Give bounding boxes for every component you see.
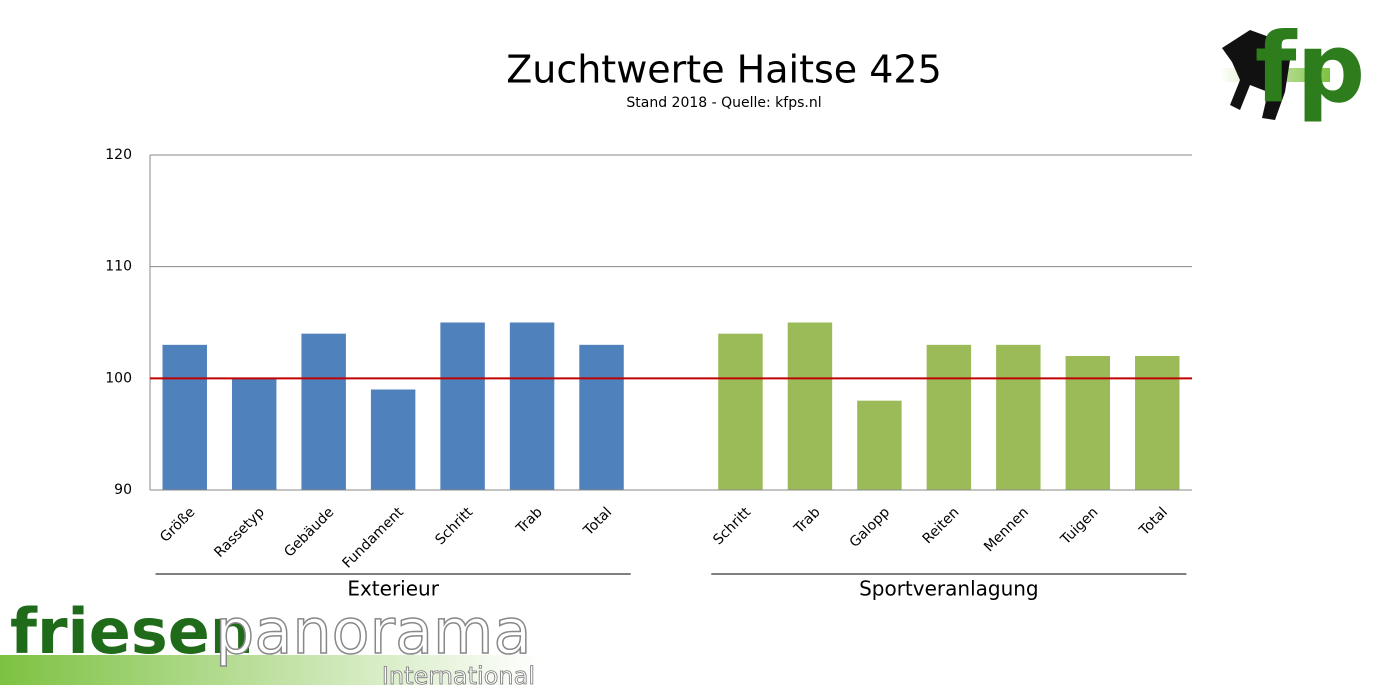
x-tick-label: Galopp	[847, 504, 894, 551]
bar	[1065, 356, 1111, 490]
logo-friesenpanorama: friesen panorama International	[0, 594, 540, 690]
bar	[162, 344, 207, 490]
y-tick-label: 110	[105, 259, 132, 275]
x-tick-label: Fundament	[340, 504, 408, 572]
bar	[509, 322, 555, 490]
x-tick-label: Größe	[157, 504, 198, 545]
x-tick-label: Trab	[791, 504, 824, 537]
bar	[440, 322, 485, 490]
x-tick-label: Total	[580, 504, 615, 539]
bar	[926, 344, 972, 490]
x-tick-label: Total	[1136, 504, 1171, 539]
x-tick-label: Tuigen	[1057, 504, 1101, 548]
bar	[857, 400, 902, 490]
bar	[996, 344, 1041, 490]
bar	[231, 378, 277, 490]
group-label: Exterieur	[347, 577, 439, 601]
x-tick-label: Schritt	[432, 504, 476, 548]
logo-fp: fp	[1220, 12, 1365, 124]
logo-letters: fp	[1255, 12, 1365, 124]
brand-part2: panorama	[215, 595, 531, 668]
x-tick-label: Schritt	[710, 504, 754, 548]
chart-title: Zuchtwerte Haitse 425	[506, 48, 942, 92]
bar	[301, 333, 346, 490]
x-tick-label: Reiten	[920, 504, 963, 547]
x-tick-label: Trab	[513, 504, 546, 537]
x-tick-label: Gebäude	[281, 504, 337, 560]
x-tick-label: Mennen	[981, 504, 1032, 555]
y-tick-label: 90	[114, 482, 132, 498]
y-tick-label: 120	[105, 147, 132, 163]
x-tick-label: Rassetyp	[211, 504, 268, 561]
bar	[718, 333, 763, 490]
brand-part1: friesen	[10, 595, 254, 668]
bar	[787, 322, 833, 490]
bar	[1135, 356, 1180, 490]
chart-subtitle: Stand 2018 - Quelle: kfps.nl	[626, 95, 821, 111]
brand-tagline: International	[382, 662, 535, 690]
group-label: Sportveranlagung	[859, 577, 1039, 601]
y-tick-label: 100	[105, 370, 132, 386]
bar	[579, 344, 624, 490]
bar	[370, 389, 416, 490]
